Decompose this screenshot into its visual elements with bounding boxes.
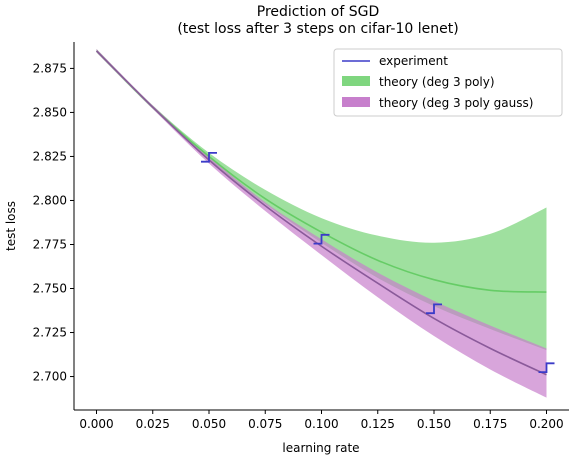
plot-area (95, 49, 555, 398)
chart-title-line-2: (test loss after 3 steps on cifar-10 len… (177, 21, 458, 37)
legend-swatch-theory-gauss (342, 97, 370, 107)
x-tick-label: 0.125 (361, 417, 395, 431)
y-tick-label: 2.775 (33, 237, 67, 251)
legend-label-experiment: experiment (379, 54, 448, 68)
legend-swatch-theory-poly (342, 76, 370, 86)
y-axis-label: test loss (4, 201, 18, 251)
experiment-point-1 (313, 233, 330, 245)
x-tick-label: 0.050 (192, 417, 226, 431)
x-tick-label: 0.100 (304, 417, 338, 431)
y-tick-label: 2.825 (33, 149, 67, 163)
legend: experiment theory (deg 3 poly) theory (d… (333, 48, 563, 117)
x-tick-label: 0.000 (79, 417, 113, 431)
y-tick-label: 2.875 (33, 61, 67, 75)
x-axis-ticks: 0.000 0.025 0.050 0.075 0.100 0.125 0.150 0.175… (79, 410, 564, 431)
x-tick-label: 0.175 (473, 417, 507, 431)
x-tick-label: 0.075 (248, 417, 282, 431)
legend-box (333, 48, 563, 117)
x-tick-label: 0.200 (529, 417, 563, 431)
y-tick-label: 2.700 (33, 370, 67, 384)
x-tick-label: 0.150 (417, 417, 451, 431)
experiment-point-2 (426, 303, 442, 315)
x-axis-label: learning rate (282, 441, 359, 455)
y-tick-label: 2.750 (33, 282, 67, 296)
x-tick-label: 0.025 (136, 417, 170, 431)
y-tick-label: 2.800 (33, 193, 67, 207)
chart-title-line-1: Prediction of SGD (257, 4, 379, 20)
experiment-point-0 (201, 152, 217, 163)
experiment-point-3 (538, 362, 555, 373)
y-axis-ticks: 2.700 2.725 2.750 2.775 2.800 2.825 2.850 2.875 (33, 61, 74, 384)
legend-label-theory-gauss: theory (deg 3 poly gauss) (379, 96, 533, 110)
line-theory-gauss (95, 50, 547, 376)
band-theory-poly (96, 49, 547, 351)
y-tick-label: 2.850 (33, 105, 67, 119)
legend-label-theory-poly: theory (deg 3 poly) (379, 75, 495, 89)
y-tick-label: 2.725 (33, 326, 67, 340)
